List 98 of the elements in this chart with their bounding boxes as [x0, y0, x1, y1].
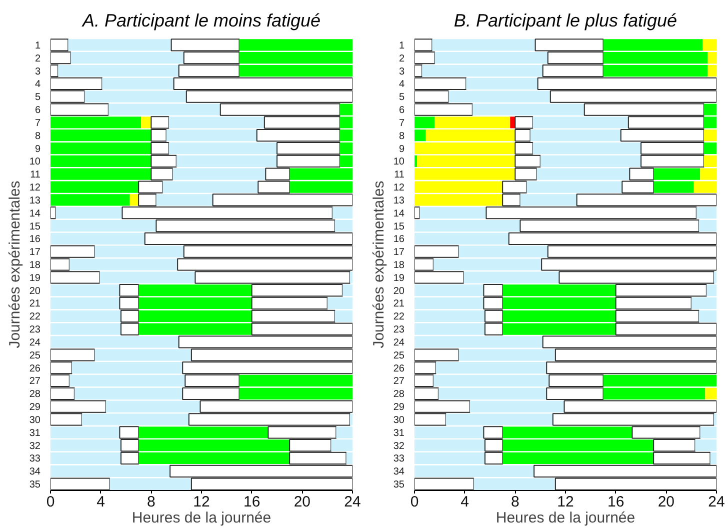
- y-tick-label: 29: [393, 402, 405, 414]
- y-tick-label: 10: [29, 156, 41, 168]
- y-tick-label: 34: [393, 466, 405, 478]
- bar: [704, 130, 716, 142]
- y-tick-label: 23: [29, 324, 41, 336]
- y-tick-label: 25: [29, 350, 41, 362]
- y-tick-label: 8: [398, 130, 405, 142]
- y-tick-label: 6: [398, 105, 405, 116]
- bar: [510, 116, 516, 128]
- y-tick-label: 23: [393, 324, 405, 336]
- y-tick-label: 12: [393, 182, 405, 194]
- y-tick-label: 21: [393, 298, 405, 310]
- y-tick-label: 3: [34, 66, 41, 78]
- x-tick-label: 16: [243, 494, 260, 510]
- bar: [50, 478, 110, 490]
- y-tick-label: 30: [393, 414, 405, 426]
- x-tick-label: 0: [410, 494, 419, 510]
- y-tick-label: 18: [393, 260, 405, 271]
- x-tick-label: 4: [460, 494, 470, 510]
- x-tick-label: 8: [510, 494, 520, 510]
- bar: [50, 206, 56, 220]
- y-tick-label: 9: [34, 144, 41, 155]
- y-tick-label: 20: [29, 286, 41, 297]
- y-tick-label: 10: [393, 156, 405, 168]
- y-tick-label: 32: [29, 440, 41, 452]
- y-tick-label: 25: [393, 350, 405, 362]
- x-tick-label: 4: [96, 494, 106, 510]
- x-tick-label: 12: [193, 494, 210, 510]
- y-tick-label: 4: [398, 79, 405, 90]
- y-axis-title: Journées expérimentales: [6, 180, 24, 348]
- x-axis-title: Heures de la journée: [132, 510, 272, 526]
- bar: [130, 194, 139, 206]
- x-tick-label: 16: [607, 494, 624, 510]
- y-tick-label: 31: [29, 428, 41, 439]
- x-tick-label: 20: [294, 494, 311, 510]
- y-tick-label: 9: [398, 144, 405, 155]
- x-tick-label: 0: [46, 494, 55, 510]
- y-tick-label: 13: [393, 195, 405, 206]
- y-tick-label: 35: [29, 480, 41, 491]
- y-tick-label: 20: [393, 286, 405, 297]
- y-tick-label: 28: [29, 389, 41, 400]
- y-tick-label: 3: [398, 66, 405, 78]
- chart-title: A. Participant le moins fatigué: [81, 10, 321, 30]
- bar: [414, 206, 420, 220]
- x-tick-label: 24: [344, 494, 361, 510]
- chart-title: B. Participant le plus fatigué: [454, 10, 678, 30]
- y-tick-label: 15: [29, 221, 41, 232]
- x-tick-label: 12: [557, 494, 574, 510]
- y-tick-label: 30: [29, 414, 41, 426]
- y-tick-label: 14: [393, 208, 405, 220]
- y-tick-label: 27: [393, 376, 405, 388]
- y-tick-label: 19: [29, 272, 41, 284]
- y-tick-label: 28: [393, 389, 405, 400]
- y-tick-label: 19: [393, 272, 405, 284]
- y-tick-label: 2: [34, 53, 41, 64]
- y-tick-label: 21: [29, 298, 41, 310]
- x-tick-label: 8: [146, 494, 156, 510]
- y-tick-label: 1: [34, 40, 41, 52]
- y-tick-label: 35: [393, 480, 405, 491]
- y-tick-label: 7: [34, 118, 41, 129]
- y-tick-label: 5: [34, 92, 41, 104]
- y-tick-label: 5: [398, 92, 405, 104]
- y-tick-label: 18: [29, 260, 41, 271]
- y-tick-label: 26: [29, 363, 41, 374]
- y-tick-label: 15: [393, 221, 405, 232]
- y-axis-title: Journées expérimentales: [370, 180, 388, 348]
- y-tick-label: 33: [29, 454, 41, 465]
- y-tick-label: 11: [394, 170, 405, 181]
- y-tick-label: 29: [29, 402, 41, 414]
- bar: [141, 116, 152, 128]
- y-tick-label: 17: [393, 247, 405, 258]
- bar: [414, 478, 474, 490]
- x-tick-label: 20: [658, 494, 675, 510]
- y-tick-label: 22: [29, 312, 41, 323]
- y-tick-label: 34: [29, 466, 41, 478]
- y-tick-label: 14: [29, 208, 41, 220]
- y-tick-label: 16: [393, 234, 405, 246]
- y-tick-label: 11: [30, 170, 41, 181]
- y-tick-label: 26: [393, 363, 405, 374]
- y-tick-label: 22: [393, 312, 405, 323]
- y-tick-label: 32: [393, 440, 405, 452]
- y-tick-label: 27: [29, 376, 41, 388]
- y-tick-label: 24: [393, 337, 405, 348]
- y-tick-label: 1: [398, 40, 405, 52]
- y-tick-label: 24: [29, 337, 41, 348]
- x-tick-label: 24: [708, 494, 725, 510]
- y-tick-label: 2: [398, 53, 405, 64]
- y-tick-label: 13: [29, 195, 41, 206]
- x-axis-title: Heures de la journée: [496, 510, 636, 526]
- y-tick-label: 7: [398, 118, 405, 129]
- y-tick-label: 4: [34, 79, 41, 90]
- y-tick-label: 31: [393, 428, 405, 439]
- y-tick-label: 12: [29, 182, 41, 194]
- y-tick-label: 17: [29, 247, 41, 258]
- y-tick-label: 6: [34, 105, 41, 116]
- y-tick-label: 33: [393, 454, 405, 465]
- y-tick-label: 16: [29, 234, 41, 246]
- y-tick-label: 8: [34, 130, 41, 142]
